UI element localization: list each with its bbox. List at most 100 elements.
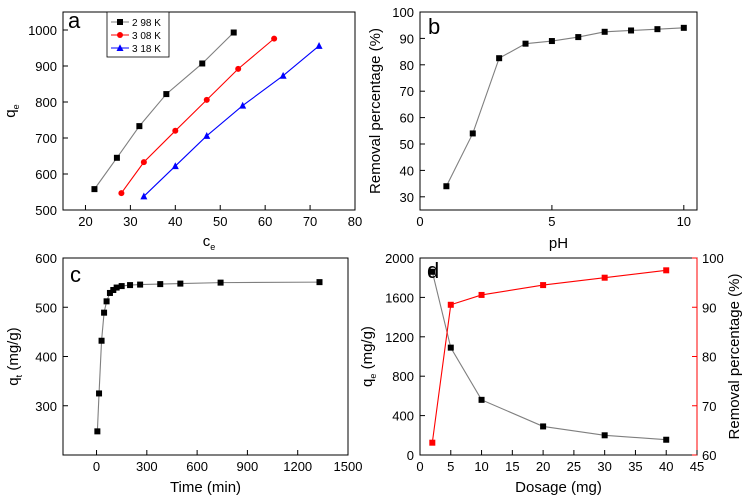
panel-a-data-point [271, 35, 278, 42]
panel-d-xtick-label: 35 [628, 459, 642, 474]
legend-marker [117, 19, 123, 25]
panel-d-xtick-label: 10 [474, 459, 488, 474]
panel-a-data-point [163, 91, 170, 98]
panel-c-ytick-label: 400 [35, 350, 57, 365]
panel-a-xtick-label: 30 [123, 214, 137, 229]
panel-a-data-point [172, 127, 179, 134]
panel-c-data-point [127, 282, 134, 289]
panel-a-series-line [120, 38, 275, 194]
panel-d-data-point [663, 436, 670, 443]
panel-d-ytick-label: 1600 [385, 290, 414, 305]
panel-d-ytick-right-label: 80 [702, 350, 716, 365]
panel-a-xlabel-main: c [203, 233, 211, 250]
panel-a-data-point [140, 192, 148, 200]
panel-d-data-point [429, 268, 436, 275]
panel-b-ytick-label: 50 [400, 137, 414, 152]
panel-d-ytick-label: 800 [392, 369, 414, 384]
panel-d-ytick-right-label: 60 [702, 448, 716, 463]
panel-c-ytick-label: 500 [35, 300, 57, 315]
panel-a-ytick-label: 700 [35, 131, 57, 146]
panel-d-ylabel: qe (mg/g) [359, 326, 378, 387]
panel-b-ytick-label: 60 [400, 111, 414, 126]
panel-a-xtick-label: 50 [213, 214, 227, 229]
panel-a-data-point [239, 101, 247, 109]
panel-d-plot-frame [419, 257, 698, 456]
panel-d-xtick-label: 30 [597, 459, 611, 474]
panel-c-xtick-label: 0 [93, 459, 100, 474]
panel-b-data-point [601, 28, 608, 35]
panel-a-ylabel-subscript: e [11, 104, 21, 109]
panel-c-ylabel-subscript: t [14, 374, 24, 377]
panel-b-data-point [680, 24, 687, 31]
panel-d-xtick-label: 20 [536, 459, 550, 474]
panel-a-xtick-label: 70 [303, 214, 317, 229]
panel-b-data-point [469, 130, 476, 137]
panel-c-data-point [110, 287, 117, 294]
panel-a-legend: 2 98 K 3 08 K 3 18 K [106, 11, 170, 58]
panel-a-xlabel: ce [203, 233, 216, 252]
panel-c-ylabel-suffix: (mg/g) [5, 327, 22, 375]
panel-a-data-point [279, 71, 287, 79]
panel-a-ylabel: qe [2, 104, 21, 117]
panel-c-xlabel: Time (min) [170, 479, 241, 496]
panel-d-data-point [540, 423, 547, 430]
panel-d-data-point [429, 439, 436, 446]
panel-a-data-point [91, 186, 98, 193]
panel-c-ylabel-main: q [5, 377, 22, 385]
panel-d-ytick-label: 0 [407, 448, 414, 463]
panel-a-data-point [203, 132, 211, 139]
panel-a-xtick-label: 40 [168, 214, 182, 229]
panel-d-data-point [447, 344, 454, 351]
panel-a-xtick-label: 80 [348, 214, 362, 229]
panel-c-ylabel: qt (mg/g) [5, 327, 24, 385]
legend-label: 3 08 K [132, 31, 161, 42]
panel-d-data-point [540, 282, 547, 289]
panel-d-data-point [601, 432, 608, 439]
panel-d-ylabel-right: Removal percentage (%) [726, 274, 743, 440]
panel-b-ytick-label: 70 [400, 84, 414, 99]
panel-d-xlabel: Dosage (mg) [515, 479, 602, 496]
panel-c-series-line [96, 281, 320, 432]
panel-b-xtick-label: 0 [416, 214, 423, 229]
panel-a-data-point [235, 65, 242, 72]
panel-b-data-point [522, 40, 529, 47]
panel-c-data-point [157, 281, 164, 288]
panel-b-data-point [443, 183, 450, 190]
panel-b-data-point [628, 27, 635, 34]
panel-d-series-line [431, 269, 667, 443]
panel-d-letter: d [427, 258, 439, 283]
panel-d-xtick-label: 0 [416, 459, 423, 474]
panel-d-xtick-label: 40 [659, 459, 673, 474]
panel-b-xtick-label: 10 [677, 214, 691, 229]
panel-d-data-point [663, 267, 670, 274]
panel-d-data-point [478, 396, 485, 403]
panel-b-ytick-label: 90 [400, 31, 414, 46]
legend-label: 2 98 K [132, 18, 161, 29]
panel-c-data-point [103, 298, 110, 305]
panel-a-letter: a [68, 8, 81, 33]
panel-b-ytick-label: 100 [392, 5, 414, 20]
panel-a-ylabel-main: q [2, 109, 19, 117]
panel-c-data-point [94, 428, 101, 435]
panel-c-xtick-label: 1200 [283, 459, 312, 474]
panel-d-data-point [601, 274, 608, 281]
legend-label: 3 18 K [132, 44, 161, 55]
panel-b-chart: 0 5 10 30 40 50 60 70 80 90 100 b pH Removal percenta… [367, 5, 698, 252]
panel-c-plot-frame [62, 257, 349, 456]
panel-a-series-line [93, 32, 235, 190]
panel-b-ytick-label: 80 [400, 58, 414, 73]
panel-a-data-point [136, 123, 143, 130]
panel-a-plot-frame [62, 11, 356, 211]
panel-b-series-line [445, 27, 684, 187]
panel-b-data-point [654, 26, 661, 33]
panel-c-data-point [137, 281, 144, 288]
panel-d-ylabel-subscript: e [368, 374, 378, 379]
panel-a-data-point [199, 60, 206, 67]
panel-d-data-point [447, 301, 454, 308]
panel-a-xtick-label: 60 [258, 214, 272, 229]
panel-d-xtick-label: 25 [567, 459, 581, 474]
panel-d-series-line [431, 271, 667, 441]
panel-a-data-point [171, 162, 179, 170]
